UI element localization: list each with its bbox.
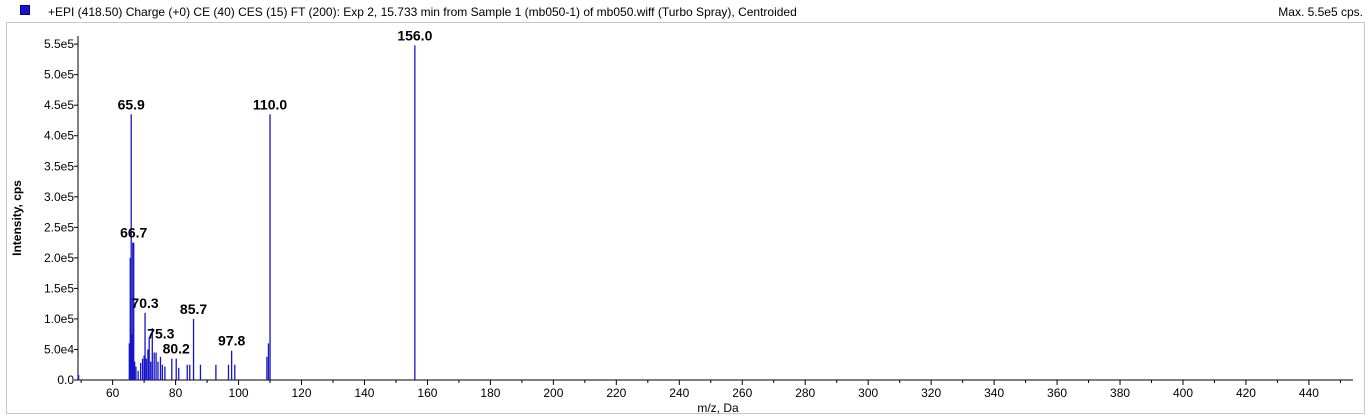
x-tick-label: 60 [106,386,120,400]
peak-labels: 65.9 66.7 70.3 75.380.2 85.7 97.8 110.0 156.0 [118,27,433,356]
y-tick-label: 4.0e5 [44,129,74,143]
x-tick-label: 200 [543,386,563,400]
chart-header: +EPI (418.50) Charge (+0) CE (40) CES (1… [0,0,1369,22]
series-legend-swatch[interactable] [20,5,30,15]
x-tick-label: 320 [921,386,941,400]
y-tick-label: 4.5e5 [44,98,74,112]
y-tick-label: 0.0 [57,373,74,387]
peak-label: 66.7 [120,225,147,241]
y-tick-label: 2.0e5 [44,251,74,265]
y-tick-label: 5.0e4 [44,342,74,356]
peak-label: 85.7 [180,301,207,317]
x-axis-title: m/z, Da [697,401,739,415]
y-tick-label: 5.5e5 [44,37,74,51]
x-tick-label: 380 [1110,386,1130,400]
x-tick-label: 100 [229,386,249,400]
y-tick-label: 2.5e5 [44,220,74,234]
y-tick-label: 5.0e5 [44,68,74,82]
x-tick-label: 240 [669,386,689,400]
x-tick-label: 300 [858,386,878,400]
x-tick-label: 140 [354,386,374,400]
x-tick-label: 400 [1173,386,1193,400]
y-tick-label: 3.0e5 [44,190,74,204]
peak-label: 97.8 [218,333,245,349]
y-tick-label: 3.5e5 [44,159,74,173]
x-tick-label: 340 [984,386,1004,400]
peak-label: 65.9 [118,96,145,112]
x-tick-label: 440 [1299,386,1319,400]
peak-label: 156.0 [397,27,432,43]
x-tick-label: 420 [1236,386,1256,400]
peak-label: 75.3 [147,325,174,341]
y-tick-label: 1.0e5 [44,312,74,326]
x-tick-label: 280 [795,386,815,400]
x-tick-label: 160 [417,386,437,400]
x-tick-label: 180 [480,386,500,400]
x-tick-label: 120 [292,386,312,400]
x-tick-label: 80 [169,386,183,400]
max-intensity-label: Max. 5.5e5 cps. [1278,5,1363,19]
x-tick-label: 360 [1047,386,1067,400]
y-tick-label: 1.5e5 [44,281,74,295]
plot-frame [6,22,1365,414]
peak-label: 70.3 [131,295,158,311]
peak-label: 80.2 [163,341,190,357]
axes: 0.0 5.0e4 1.0e5 1.5e5 2.0e5 2.5e5 3.0e5 3.5e5 4.… [44,36,1353,400]
x-tick-label: 260 [732,386,752,400]
x-tick-label: 220 [606,386,626,400]
chart-title: +EPI (418.50) Charge (+0) CE (40) CES (1… [48,5,797,19]
y-axis-title: Intensity, cps [10,180,24,256]
peak-bars [77,45,416,380]
peak-label: 110.0 [253,96,287,112]
